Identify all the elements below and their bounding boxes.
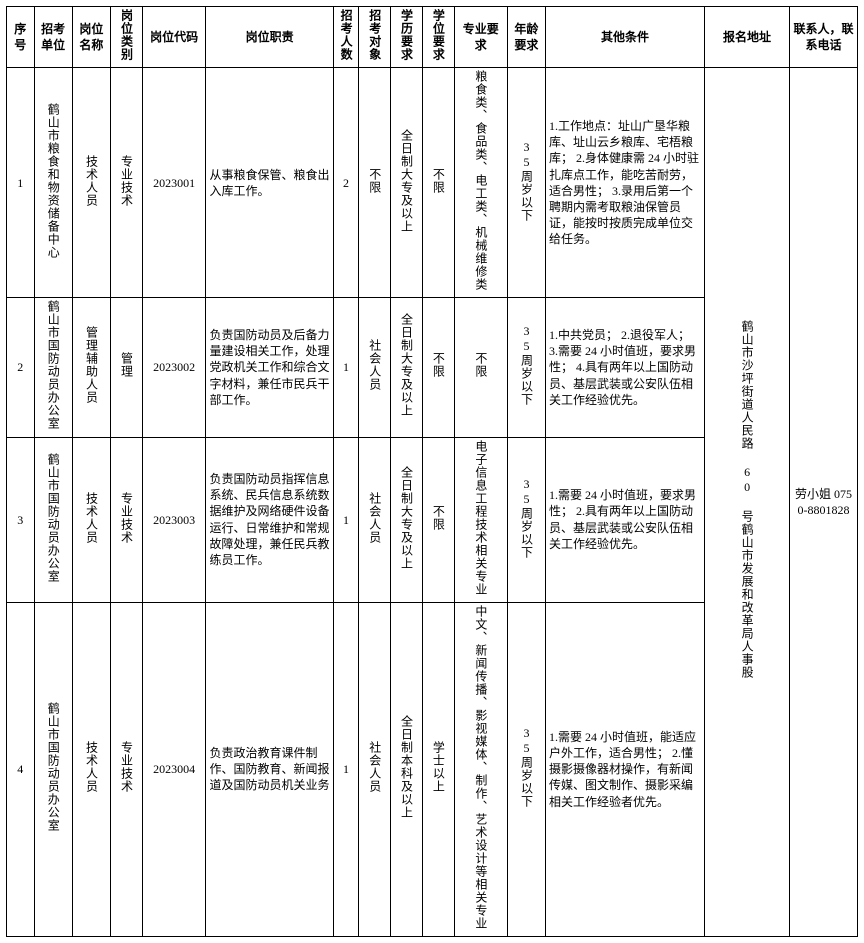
cell-edu: 全日制大专及以上 — [391, 68, 423, 298]
cell-major: 电子信息工程技术相关专业 — [454, 437, 507, 602]
col-index: 序号 — [7, 7, 35, 68]
cell-duty: 负责国防动员及后备力量建设相关工作，处理党政机关工作和综合文字材料，兼任市民兵干… — [206, 298, 333, 437]
cell-degree: 不限 — [422, 437, 454, 602]
header-row: 序号 招考单位 岗位名称 岗位类别 岗位代码 岗位职责 招考人数 招考对象 学历… — [7, 7, 858, 68]
cell-num: 1 — [333, 602, 358, 936]
cell-duty: 从事粮食保管、粮食出入库工作。 — [206, 68, 333, 298]
cell-unit: 鹤山市国防动员办公室 — [34, 602, 72, 936]
cell-index: 1 — [7, 68, 35, 298]
cell-contact: 劳小姐 0750-8801828 — [789, 68, 857, 937]
col-edu: 学历要求 — [391, 7, 423, 68]
cell-other: 1.需要 24 小时值班，能适应户外工作，适合男性； 2.懂摄影摄像器材操作，有… — [545, 602, 704, 936]
col-major: 专业要求 — [454, 7, 507, 68]
cell-duty: 负责国防动员指挥信息系统、民兵信息系统数据维护及网络硬件设备运行、日常维护和常规… — [206, 437, 333, 602]
cell-index: 2 — [7, 298, 35, 437]
cell-edu: 全日制本科及以上 — [391, 602, 423, 936]
cell-edu: 全日制大专及以上 — [391, 437, 423, 602]
col-num: 招考人数 — [333, 7, 358, 68]
cell-ptype: 管理 — [110, 298, 142, 437]
col-address: 报名地址 — [705, 7, 790, 68]
cell-degree: 学士以上 — [422, 602, 454, 936]
cell-age: 35周岁以下 — [507, 602, 545, 936]
col-target: 招考对象 — [359, 7, 391, 68]
col-other: 其他条件 — [545, 7, 704, 68]
cell-duty: 负责政治教育课件制作、国防教育、新闻报道及国防动员机关业务 — [206, 602, 333, 936]
cell-num: 2 — [333, 68, 358, 298]
cell-num: 1 — [333, 437, 358, 602]
cell-unit: 鹤山市国防动员办公室 — [34, 298, 72, 437]
cell-degree: 不限 — [422, 68, 454, 298]
cell-degree: 不限 — [422, 298, 454, 437]
cell-num: 1 — [333, 298, 358, 437]
cell-target: 社会人员 — [359, 298, 391, 437]
cell-other: 1.工作地点：址山广垦华粮库、址山云乡粮库、宅梧粮库； 2.身体健康需 24 小… — [545, 68, 704, 298]
cell-major: 粮食类、食品类、电工类、机械维修类 — [454, 68, 507, 298]
cell-code: 2023003 — [142, 437, 206, 602]
cell-edu: 全日制大专及以上 — [391, 298, 423, 437]
cell-age: 35周岁以下 — [507, 437, 545, 602]
cell-index: 3 — [7, 437, 35, 602]
cell-code: 2023002 — [142, 298, 206, 437]
cell-post: 管理辅助人员 — [72, 298, 110, 437]
col-degree: 学位要求 — [422, 7, 454, 68]
cell-unit: 鹤山市国防动员办公室 — [34, 437, 72, 602]
col-ptype: 岗位类别 — [110, 7, 142, 68]
recruitment-table: 序号 招考单位 岗位名称 岗位类别 岗位代码 岗位职责 招考人数 招考对象 学历… — [6, 6, 858, 937]
cell-post: 技术人员 — [72, 602, 110, 936]
cell-other: 1.中共党员； 2.退役军人； 3.需要 24 小时值班，要求男性； 4.具有两… — [545, 298, 704, 437]
col-post: 岗位名称 — [72, 7, 110, 68]
cell-address: 鹤山市沙坪街道人民路 60 号鹤山市发展和改革局人事股 — [705, 68, 790, 937]
cell-target: 社会人员 — [359, 437, 391, 602]
cell-code: 2023004 — [142, 602, 206, 936]
table-row: 1 鹤山市粮食和物资储备中心 技术人员 专业技术 2023001 从事粮食保管、… — [7, 68, 858, 298]
col-code: 岗位代码 — [142, 7, 206, 68]
col-duty: 岗位职责 — [206, 7, 333, 68]
cell-major: 不限 — [454, 298, 507, 437]
col-contact: 联系人，联系电话 — [789, 7, 857, 68]
cell-age: 35周岁以下 — [507, 68, 545, 298]
cell-ptype: 专业技术 — [110, 602, 142, 936]
cell-unit: 鹤山市粮食和物资储备中心 — [34, 68, 72, 298]
cell-code: 2023001 — [142, 68, 206, 298]
cell-other: 1.需要 24 小时值班，要求男性； 2.具有两年以上国防动员、基层武装或公安队… — [545, 437, 704, 602]
cell-post: 技术人员 — [72, 68, 110, 298]
cell-ptype: 专业技术 — [110, 68, 142, 298]
col-age: 年龄要求 — [507, 7, 545, 68]
cell-index: 4 — [7, 602, 35, 936]
col-unit: 招考单位 — [34, 7, 72, 68]
cell-target: 不限 — [359, 68, 391, 298]
cell-ptype: 专业技术 — [110, 437, 142, 602]
cell-target: 社会人员 — [359, 602, 391, 936]
cell-major: 中文、新闻传播、影视媒体、制作、艺术设计等相关专业 — [454, 602, 507, 936]
cell-post: 技术人员 — [72, 437, 110, 602]
cell-age: 35周岁以下 — [507, 298, 545, 437]
